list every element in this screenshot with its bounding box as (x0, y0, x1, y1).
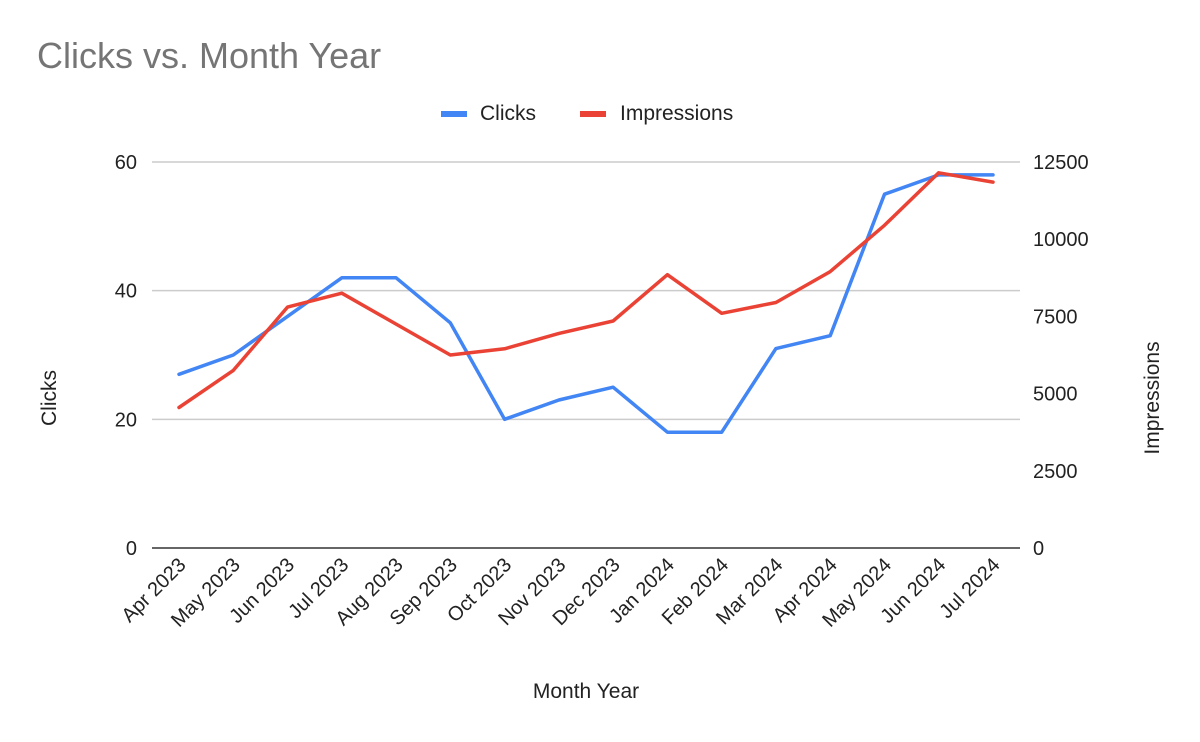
y-right-tick-label: 7500 (1033, 306, 1078, 328)
legend-label-clicks: Clicks (480, 102, 536, 125)
y-right-tick-label: 0 (1033, 538, 1044, 560)
y-right-tick-label: 12500 (1033, 152, 1089, 174)
y-left-tick-label: 60 (115, 152, 137, 174)
y-axis-right-title: Impressions (1141, 341, 1164, 454)
y-right-tick-label: 5000 (1033, 384, 1078, 406)
series-line-impressions (177, 171, 995, 410)
y-left-tick-label: 20 (115, 409, 137, 431)
series-lines (177, 171, 995, 434)
y-right-tick-label: 10000 (1033, 229, 1089, 251)
y-axis-left-title: Clicks (38, 370, 61, 426)
y-axis-left-ticks: 0 20 40 60 (115, 152, 137, 560)
y-right-tick-label: 2500 (1033, 461, 1078, 483)
x-axis-title: Month Year (533, 680, 639, 703)
gridlines (152, 161, 1020, 549)
x-tick-label: Jul 2024 (936, 554, 1005, 623)
series-line-clicks (177, 173, 995, 434)
legend-label-impressions: Impressions (620, 102, 733, 125)
y-axis-right-ticks: 0 2500 5000 7500 10000 12500 (1033, 152, 1089, 560)
y-left-tick-label: 0 (126, 538, 137, 560)
legend: Clicks Impressions (441, 102, 733, 125)
y-left-tick-label: 40 (115, 281, 137, 303)
chart-title: Clicks vs. Month Year (37, 35, 381, 76)
